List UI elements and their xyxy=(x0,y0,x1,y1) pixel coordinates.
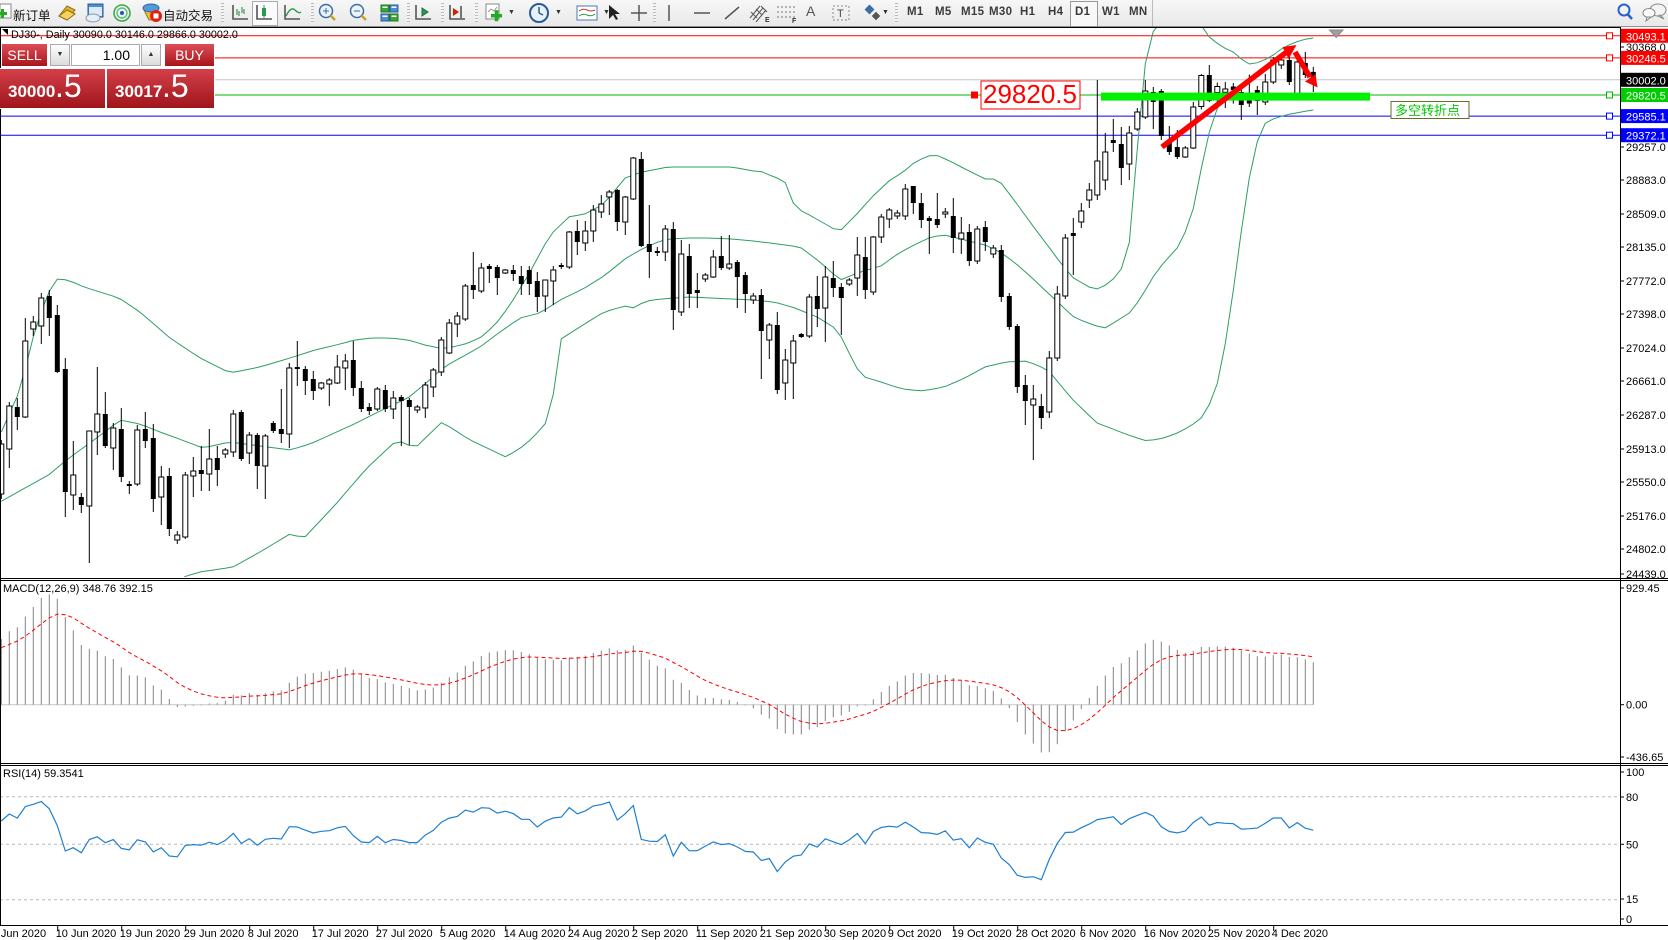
svg-text:29 Jun 2020: 29 Jun 2020 xyxy=(184,928,245,940)
svg-text:27772.0: 27772.0 xyxy=(1626,276,1666,288)
svg-text:11 Sep 2020: 11 Sep 2020 xyxy=(696,928,758,940)
svg-text:30493.1: 30493.1 xyxy=(1626,31,1666,43)
svg-text:25913.0: 25913.0 xyxy=(1626,444,1666,456)
svg-text:80: 80 xyxy=(1626,792,1638,804)
svg-text:15: 15 xyxy=(1626,894,1638,906)
svg-text:0.00: 0.00 xyxy=(1626,700,1647,712)
svg-text:27398.0: 27398.0 xyxy=(1626,309,1666,321)
svg-text:29372.1: 29372.1 xyxy=(1626,131,1666,143)
svg-text:8 Jul 2020: 8 Jul 2020 xyxy=(248,928,299,940)
svg-text:28 Oct 2020: 28 Oct 2020 xyxy=(1016,928,1076,940)
svg-text:14 Aug 2020: 14 Aug 2020 xyxy=(504,928,566,940)
svg-text:25176.0: 25176.0 xyxy=(1626,511,1666,523)
svg-text:4 Dec 2020: 4 Dec 2020 xyxy=(1272,928,1328,940)
svg-text:1 Jun 2020: 1 Jun 2020 xyxy=(0,928,46,940)
svg-text:30246.5: 30246.5 xyxy=(1626,53,1666,65)
svg-text:29585.1: 29585.1 xyxy=(1626,112,1666,124)
svg-text:RSI(14) 59.3541: RSI(14) 59.3541 xyxy=(3,768,84,780)
svg-text:27024.0: 27024.0 xyxy=(1626,343,1666,355)
svg-text:24802.0: 24802.0 xyxy=(1626,544,1666,556)
svg-text:10 Jun 2020: 10 Jun 2020 xyxy=(56,928,117,940)
svg-text:50: 50 xyxy=(1626,839,1638,851)
svg-text:T: T xyxy=(837,8,844,20)
svg-text:F: F xyxy=(792,18,797,24)
svg-text:29257.0: 29257.0 xyxy=(1626,142,1666,154)
svg-text:29820.5: 29820.5 xyxy=(1626,91,1666,103)
svg-text:25 Nov 2020: 25 Nov 2020 xyxy=(1208,928,1270,940)
svg-text:17 Jul 2020: 17 Jul 2020 xyxy=(312,928,369,940)
svg-text:27 Jul 2020: 27 Jul 2020 xyxy=(376,928,433,940)
svg-text:MACD(12,26,9) 348.76 392.15: MACD(12,26,9) 348.76 392.15 xyxy=(3,583,153,595)
svg-text:26661.0: 26661.0 xyxy=(1626,376,1666,388)
svg-text:24 Aug 2020: 24 Aug 2020 xyxy=(568,928,630,940)
svg-text:2 Sep 2020: 2 Sep 2020 xyxy=(632,928,688,940)
svg-text:100: 100 xyxy=(1626,767,1644,779)
svg-text:DJ30-, Daily 30090.0 30146.0: DJ30-, Daily 30090.0 30146.0 29866.0 300… xyxy=(11,29,238,41)
svg-text:9 Oct 2020: 9 Oct 2020 xyxy=(888,928,942,940)
svg-text:19 Oct 2020: 19 Oct 2020 xyxy=(952,928,1012,940)
svg-text:29820.5: 29820.5 xyxy=(983,79,1077,109)
svg-text:24439.0: 24439.0 xyxy=(1626,569,1666,581)
svg-text:28883.0: 28883.0 xyxy=(1626,175,1666,187)
svg-text:19 Jun 2020: 19 Jun 2020 xyxy=(120,928,181,940)
svg-text:5 Aug 2020: 5 Aug 2020 xyxy=(440,928,496,940)
svg-text:25550.0: 25550.0 xyxy=(1626,477,1666,489)
svg-text:26287.0: 26287.0 xyxy=(1626,410,1666,422)
svg-text:-436.65: -436.65 xyxy=(1626,752,1663,764)
svg-text:929.45: 929.45 xyxy=(1626,583,1660,595)
svg-text:多空转折点: 多空转折点 xyxy=(1395,103,1460,118)
svg-text:28509.0: 28509.0 xyxy=(1626,209,1666,221)
svg-text:21 Sep 2020: 21 Sep 2020 xyxy=(760,928,822,940)
svg-text:0: 0 xyxy=(1626,914,1632,926)
svg-text:30 Sep 2020: 30 Sep 2020 xyxy=(824,928,886,940)
svg-text:30002.0: 30002.0 xyxy=(1626,75,1666,87)
svg-text:E: E xyxy=(765,17,770,24)
svg-text:28135.0: 28135.0 xyxy=(1626,242,1666,254)
svg-text:16 Nov 2020: 16 Nov 2020 xyxy=(1144,928,1206,940)
svg-text:6 Nov 2020: 6 Nov 2020 xyxy=(1080,928,1136,940)
